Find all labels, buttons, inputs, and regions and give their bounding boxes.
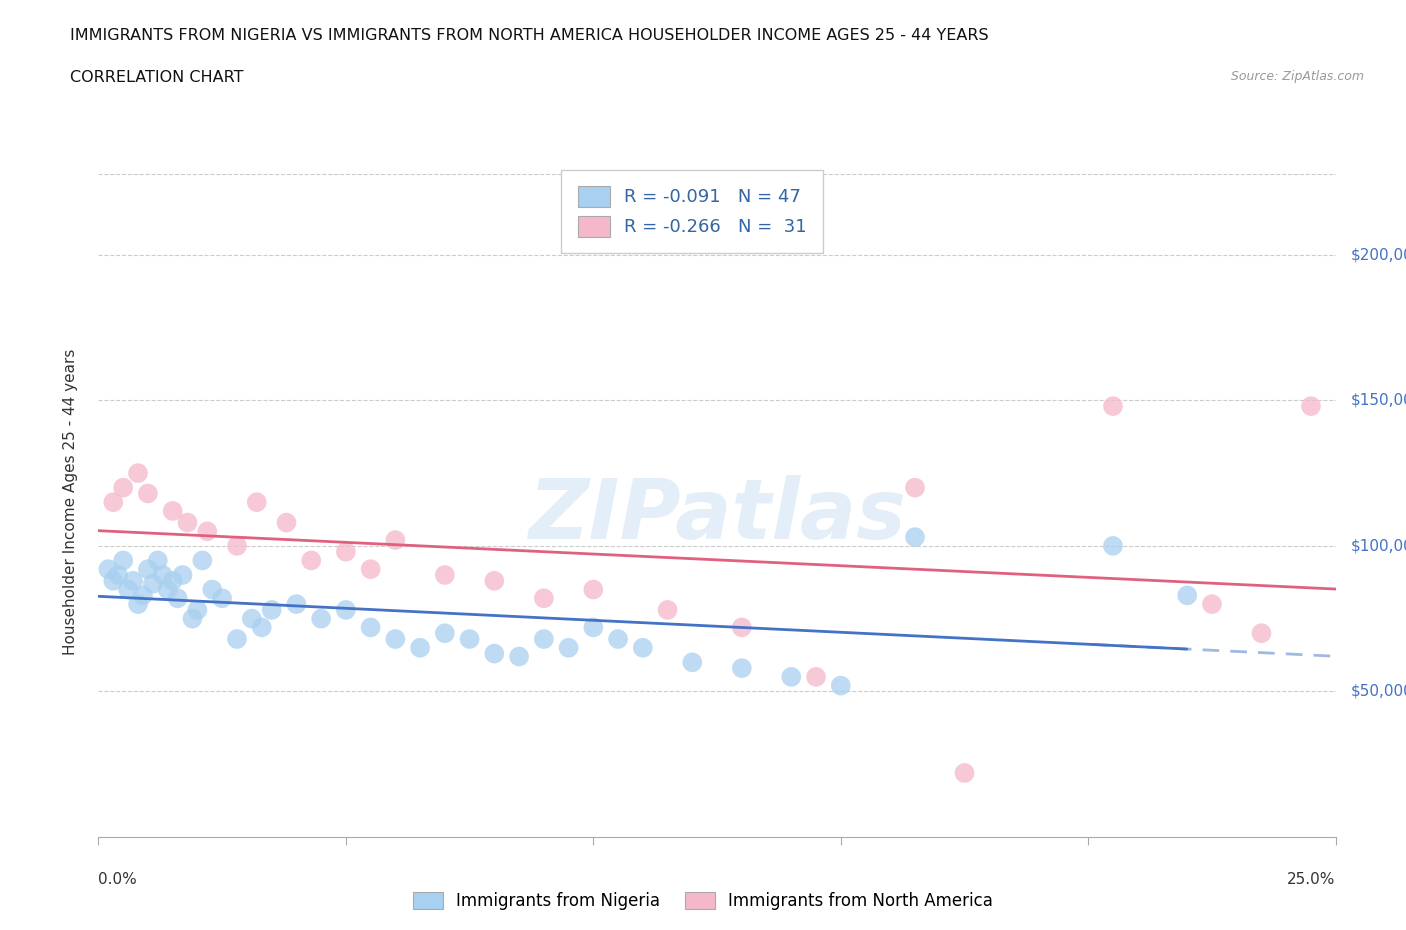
Point xyxy=(127,597,149,612)
Point xyxy=(384,631,406,646)
Point xyxy=(1250,626,1272,641)
Point xyxy=(1201,597,1223,612)
Text: 25.0%: 25.0% xyxy=(1288,871,1336,887)
Point xyxy=(731,660,754,675)
Point xyxy=(186,603,208,618)
Point xyxy=(181,611,204,626)
Point xyxy=(285,597,308,612)
Point xyxy=(103,495,125,510)
Point xyxy=(780,670,803,684)
Text: CORRELATION CHART: CORRELATION CHART xyxy=(70,70,243,85)
Point xyxy=(433,626,456,641)
Point xyxy=(904,530,927,545)
Point xyxy=(582,620,605,635)
Point xyxy=(1102,399,1125,414)
Point xyxy=(631,641,654,656)
Text: $50,000: $50,000 xyxy=(1351,684,1406,699)
Point xyxy=(246,495,269,510)
Point xyxy=(226,538,249,553)
Point xyxy=(830,678,852,693)
Point xyxy=(904,480,927,495)
Point xyxy=(136,562,159,577)
Point xyxy=(484,574,506,589)
Point xyxy=(657,603,679,618)
Point xyxy=(250,620,273,635)
Text: 0.0%: 0.0% xyxy=(98,871,138,887)
Point xyxy=(103,574,125,589)
Point xyxy=(211,591,233,605)
Point xyxy=(433,567,456,582)
Point xyxy=(112,553,135,568)
Point xyxy=(533,631,555,646)
Point xyxy=(1175,588,1198,603)
Text: ZIPatlas: ZIPatlas xyxy=(529,475,905,556)
Point xyxy=(409,641,432,656)
Text: IMMIGRANTS FROM NIGERIA VS IMMIGRANTS FROM NORTH AMERICA HOUSEHOLDER INCOME AGES: IMMIGRANTS FROM NIGERIA VS IMMIGRANTS FR… xyxy=(70,28,988,43)
Point xyxy=(731,620,754,635)
Point xyxy=(681,655,703,670)
Point xyxy=(582,582,605,597)
Point xyxy=(260,603,283,618)
Text: $150,000: $150,000 xyxy=(1351,392,1406,407)
Point xyxy=(142,577,165,591)
Point xyxy=(299,553,322,568)
Point xyxy=(107,567,129,582)
Point xyxy=(484,646,506,661)
Point xyxy=(1102,538,1125,553)
Point xyxy=(1299,399,1322,414)
Point xyxy=(195,524,218,538)
Point xyxy=(335,544,357,559)
Point xyxy=(240,611,263,626)
Point xyxy=(276,515,298,530)
Point xyxy=(112,480,135,495)
Text: $200,000: $200,000 xyxy=(1351,247,1406,262)
Point xyxy=(226,631,249,646)
Point xyxy=(201,582,224,597)
Point xyxy=(97,562,120,577)
Point xyxy=(176,515,198,530)
Point xyxy=(458,631,481,646)
Point xyxy=(132,588,155,603)
Text: Source: ZipAtlas.com: Source: ZipAtlas.com xyxy=(1230,70,1364,83)
Point xyxy=(117,582,139,597)
Point xyxy=(172,567,194,582)
Point xyxy=(607,631,630,646)
Point xyxy=(162,503,184,518)
Point xyxy=(533,591,555,605)
Point xyxy=(127,466,149,481)
Point xyxy=(146,553,169,568)
Point xyxy=(360,620,382,635)
Point xyxy=(152,567,174,582)
Point xyxy=(162,574,184,589)
Point xyxy=(309,611,332,626)
Point xyxy=(136,486,159,501)
Point xyxy=(166,591,188,605)
Point xyxy=(953,765,976,780)
Point xyxy=(122,574,145,589)
Point xyxy=(508,649,530,664)
Point xyxy=(191,553,214,568)
Point xyxy=(384,533,406,548)
Legend: R = -0.091   N = 47, R = -0.266   N =  31: R = -0.091 N = 47, R = -0.266 N = 31 xyxy=(561,170,824,253)
Point xyxy=(360,562,382,577)
Text: $100,000: $100,000 xyxy=(1351,538,1406,553)
Point xyxy=(335,603,357,618)
Point xyxy=(156,582,179,597)
Point xyxy=(804,670,827,684)
Legend: Immigrants from Nigeria, Immigrants from North America: Immigrants from Nigeria, Immigrants from… xyxy=(406,885,1000,917)
Y-axis label: Householder Income Ages 25 - 44 years: Householder Income Ages 25 - 44 years xyxy=(63,349,77,656)
Point xyxy=(557,641,579,656)
